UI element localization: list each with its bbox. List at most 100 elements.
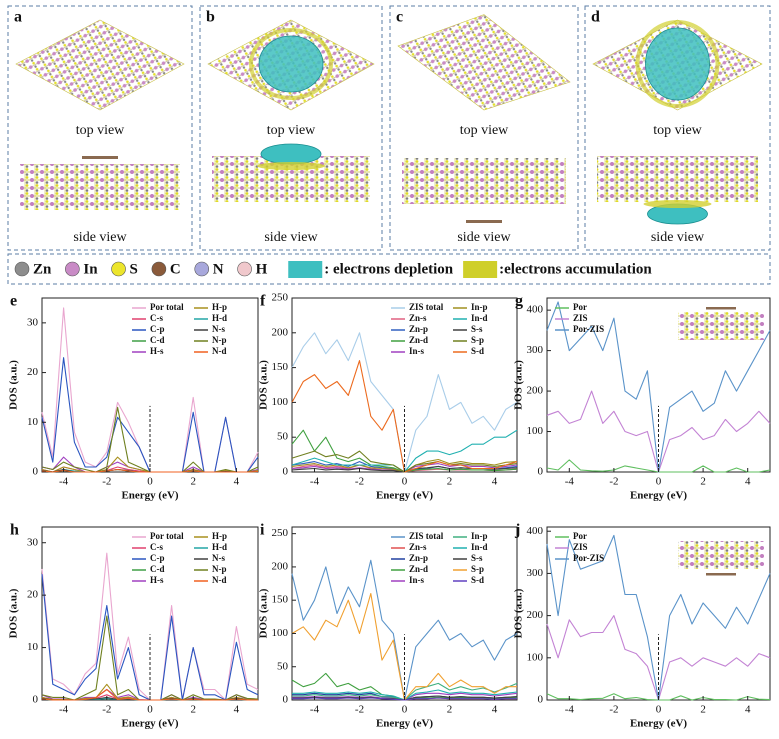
legend-label: N-d: [212, 346, 227, 356]
side-caption: side view: [264, 230, 318, 245]
atom-swatch: [14, 261, 30, 277]
y-tick-label: 200: [527, 385, 544, 397]
atom-label: Zn: [33, 261, 52, 277]
x-tick-label: 2: [190, 476, 196, 488]
panel-frame: [199, 5, 383, 251]
molecule-layer: [466, 220, 502, 223]
atom-label: N: [213, 261, 224, 277]
inset-molecule: [706, 307, 736, 310]
y-tick-label: 50: [277, 660, 289, 672]
x-tick-label: 4: [492, 476, 498, 488]
panel-label: e: [10, 293, 17, 310]
inset-structure: [678, 312, 764, 340]
y-tick-label: 50: [277, 431, 289, 443]
x-tick-label: -2: [609, 704, 618, 716]
legend-frame: [7, 253, 771, 285]
side-view-structure: [20, 164, 180, 210]
molecule-layer: [82, 156, 118, 159]
top-caption: top view: [267, 123, 316, 138]
atom-swatch: [65, 261, 80, 277]
x-tick-label: 0: [147, 704, 153, 716]
side-view-structure: [402, 158, 566, 204]
x-tick-label: 2: [700, 476, 706, 488]
accumulation-density: [643, 200, 712, 208]
legend-label: H-p: [212, 302, 227, 312]
panel-label: d: [591, 9, 600, 26]
y-tick-label: 10: [27, 641, 39, 653]
x-tick-label: -4: [310, 476, 320, 488]
panel-label: h: [10, 522, 19, 539]
dos-chart: 0 10 20 30 -4 -2 0 2 4 Energy (eV) DOS (a.u.) h Por …: [8, 522, 259, 730]
panel-frame: [7, 5, 193, 251]
accumulation-density: [249, 28, 333, 100]
dos-chart: 0 100 200 300 400 -4 -2 0 2 4 Energy (eV) DOS (a.u.…: [513, 522, 771, 730]
legend-label: H-s: [150, 575, 164, 585]
y-tick-label: 0: [33, 694, 39, 706]
x-tick-label: 0: [656, 476, 662, 488]
y-tick-label: 300: [527, 344, 544, 356]
y-tick-label: 0: [283, 694, 289, 706]
depletion-density: [260, 143, 322, 165]
legend-label: Zn-s: [409, 313, 427, 323]
x-tick-label: 4: [234, 704, 240, 716]
legend-label: C-p: [150, 324, 165, 334]
top-caption: top view: [653, 123, 702, 138]
y-tick-label: 100: [527, 425, 544, 437]
legend-label: S-d: [471, 575, 484, 585]
plot-frame: [41, 526, 259, 701]
legend-label: H-p: [212, 531, 227, 541]
legend-label: Por-ZIS: [573, 553, 604, 563]
x-tick-label: -4: [565, 704, 575, 716]
legend-label: ZIS: [573, 542, 588, 552]
legend-label: H-d: [212, 542, 227, 552]
y-tick-label: 200: [272, 560, 289, 572]
panel-label: c: [396, 9, 403, 26]
y-tick-label: 30: [27, 536, 39, 548]
y-tick-label: 0: [33, 466, 39, 478]
legend-label: C-s: [150, 542, 163, 552]
y-tick-label: 100: [272, 627, 289, 639]
panel-label: a: [14, 9, 22, 26]
legend-label: Zn-p: [409, 553, 428, 563]
legend-label: Zn-d: [409, 335, 428, 345]
legend-label: ZIS: [573, 313, 588, 323]
atom-swatch: [111, 261, 126, 277]
legend-label: Por: [573, 302, 587, 312]
depletion-swatch: [288, 261, 323, 278]
y-axis-label: DOS (a.u.): [8, 360, 20, 410]
x-tick-label: -2: [609, 476, 618, 488]
x-tick-label: 0: [402, 476, 408, 488]
x-tick-label: 2: [447, 704, 453, 716]
x-tick-label: -4: [59, 476, 69, 488]
top-caption: top view: [76, 123, 125, 138]
y-axis-label: DOS (a.u.): [8, 588, 20, 638]
legend-label: In-p: [471, 531, 488, 541]
legend-label: Zn-s: [409, 542, 427, 552]
x-axis-label: Energy (eV): [121, 490, 178, 502]
inset-molecule: [706, 573, 736, 576]
y-axis-label: DOS (a.u.): [258, 360, 270, 410]
legend-label: Por-ZIS: [573, 324, 604, 334]
side-caption: side view: [651, 230, 705, 245]
legend-label: Por: [573, 531, 587, 541]
legend-label: N-p: [212, 564, 227, 574]
legend-label: In-s: [409, 346, 425, 356]
y-tick-label: 150: [272, 361, 289, 373]
legend-label: N-s: [212, 553, 225, 563]
x-axis-label: Energy (eV): [376, 490, 433, 502]
inset-structure: [678, 541, 764, 569]
x-tick-label: 2: [190, 704, 196, 716]
legend-label: Zn-d: [409, 564, 428, 574]
x-tick-label: -2: [102, 704, 111, 716]
y-tick-label: 0: [538, 466, 544, 478]
atom-swatch: [237, 261, 252, 277]
side-view-structure: [597, 156, 758, 202]
legend-label: S-s: [471, 553, 483, 563]
legend-label: Zn-p: [409, 324, 428, 334]
x-tick-label: 2: [447, 476, 453, 488]
y-axis-label: DOS (a.u.): [513, 360, 525, 410]
y-tick-label: 20: [27, 589, 39, 601]
legend-label: In-s: [409, 575, 425, 585]
x-tick-label: -4: [59, 704, 69, 716]
